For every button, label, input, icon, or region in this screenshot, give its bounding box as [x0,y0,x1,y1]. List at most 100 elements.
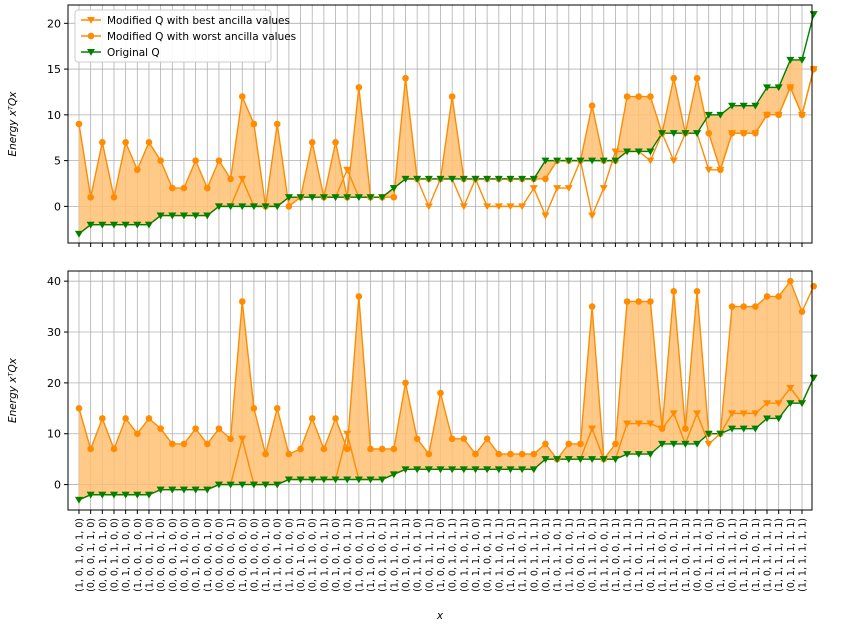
best-ancilla-point [518,203,527,211]
original-q-point [308,194,317,202]
original-q-point [576,456,585,463]
y-tick-label: 10 [47,109,61,122]
original-q-point [261,481,270,489]
worst-ancilla-point [110,445,118,453]
x-tick-label: (0, 1, 0, 0, 1, 1) [483,518,494,592]
original-q-point [728,102,737,110]
x-tick-label: (0, 0, 0, 1, 0, 0) [168,518,179,592]
worst-ancilla-point [390,445,398,453]
original-q-point [529,175,538,183]
y-tick-label: 40 [47,275,61,288]
x-tick-label: (0, 0, 1, 0, 1, 1) [448,518,459,592]
original-q-point [424,466,433,474]
x-tick-label: (1, 0, 0, 0, 0, 0) [238,518,249,592]
worst-ancilla-point [810,282,817,290]
best-ancilla-point [529,185,538,192]
original-q-point [529,466,538,474]
x-tick-label: (0, 0, 0, 0, 0, 1) [226,518,237,592]
original-q-point [121,491,130,499]
original-q-point [646,148,655,156]
x-tick-label: (0, 1, 1, 1, 0, 1) [588,518,599,592]
original-q-point [238,481,247,489]
x-tick-label: (0, 1, 0, 0, 1, 0) [191,518,202,592]
worst-ancilla-point [273,120,281,128]
original-q-point [518,466,527,474]
worst-ancilla-point [122,415,129,422]
x-tick-label: (1, 1, 1, 0, 1, 1) [518,518,529,592]
original-q-point [179,212,188,220]
original-q-point [483,175,492,183]
original-q-point [436,466,445,474]
original-q-point [798,400,806,408]
best-ancilla-point [728,410,737,418]
worst-ancilla-point [705,129,713,137]
x-tick-label: (0, 0, 0, 0, 1, 0) [156,518,167,592]
original-q-point [611,157,620,165]
x-tick-label: (1, 1, 0, 1, 0, 0) [273,518,284,592]
original-q-point [75,496,83,504]
best-ancilla-point [693,410,702,418]
worst-ancilla-point [402,74,409,82]
original-q-point [413,466,422,474]
y-tick-label: 5 [54,155,61,168]
best-ancilla-point [424,203,433,211]
original-q-point [284,194,293,202]
original-q-point [751,102,760,110]
panel-2: 0 10 20 30 40 Energy xᵀQx [7,270,818,514]
original-q-point [366,476,375,484]
worst-ancilla-line [78,279,815,462]
worst-ancilla-point [507,450,514,458]
original-q-point [401,175,410,183]
x-tick-label: (0, 0, 0, 0, 0, 0) [214,518,225,592]
worst-ancilla-point [448,435,456,443]
original-q-point [751,425,760,433]
x-tick-label: (1, 1, 1, 1, 0, 1) [739,518,750,592]
original-q-point [144,491,153,499]
y-tick-label: 30 [47,326,61,339]
original-q-point [389,471,398,479]
original-q-point [296,476,305,484]
original-q-point [273,481,282,489]
original-q-point [389,185,398,192]
x-tick-label: (1, 1, 0, 1, 0, 0) [284,518,295,592]
best-ancilla-point [763,111,772,119]
worst-ancilla-point [682,425,689,432]
original-q-point [459,466,468,474]
worst-ancilla-point [134,430,141,438]
best-ancilla-point [494,203,503,211]
worst-ancilla-point [787,277,794,285]
original-q-point [693,130,702,137]
original-q-point [226,481,235,489]
legend-triangle-icon [87,49,95,56]
original-q-point [238,203,247,211]
original-q-point [319,194,328,202]
original-q-point [786,400,795,408]
worst-ancilla-point [670,288,678,295]
x-tick-label: (1, 0, 0, 0, 1, 0) [203,518,214,592]
original-q-point [156,486,165,494]
original-q-point [203,486,212,494]
worst-ancilla-point [75,120,83,128]
best-ancilla-point [658,425,667,433]
original-q-point [296,194,305,202]
worst-ancilla-point [588,102,596,109]
x-tick-label: (0, 1, 1, 1, 1, 1) [728,518,739,592]
worst-ancilla-point [355,84,363,91]
worst-ancilla-point [227,175,234,183]
worst-ancilla-point [530,450,538,458]
best-ancilla-point [786,84,795,92]
x-tick-label: (1, 0, 0, 1, 1, 0) [144,518,155,592]
original-q-point [553,456,562,463]
original-q-point [308,476,317,484]
original-q-point [168,212,177,220]
worst-ancilla-point [518,450,526,458]
worst-ancilla-point [87,445,94,453]
worst-ancilla-point [588,303,596,310]
original-q-point [413,175,422,183]
worst-ancilla-point [250,404,258,412]
best-ancilla-point [786,384,795,392]
worst-ancilla-point [542,440,549,448]
original-q-point [343,194,352,202]
x-tick-label: (0, 1, 1, 0, 1, 1) [459,518,470,592]
worst-ancilla-point [495,450,503,458]
